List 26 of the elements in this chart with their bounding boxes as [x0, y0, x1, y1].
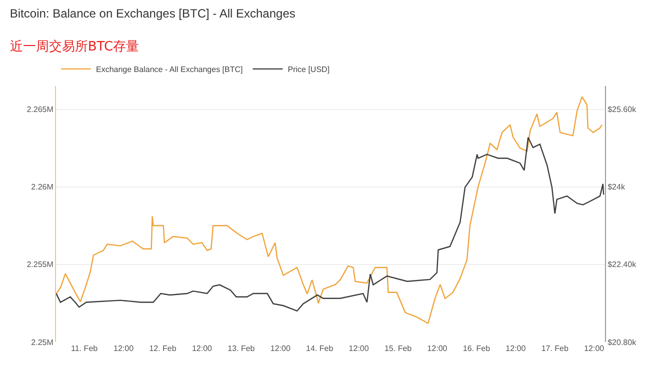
- x-tick-label: 12:00: [348, 344, 370, 353]
- x-tick-label: 15. Feb: [384, 344, 412, 353]
- x-tick-label: 12:00: [270, 344, 291, 353]
- x-tick-label: 13. Feb: [228, 344, 256, 353]
- y2-tick-label: $22.40k: [608, 260, 638, 270]
- y2-tick-label: $24k: [608, 182, 626, 192]
- x-tick-label: 12:00: [506, 344, 526, 353]
- x-tick-label: 12. Feb: [149, 344, 177, 353]
- chart-title: Bitcoin: Balance on Exchanges [BTC] - All Exchanges: [10, 6, 296, 21]
- y-tick-label: 2.26M: [31, 182, 54, 192]
- y2-tick-label: $20.80k: [608, 338, 638, 347]
- chart-subtitle: 近一周交易所BTC存量: [10, 38, 140, 55]
- x-tick-label: 17. Feb: [541, 344, 569, 353]
- legend-label: Price [USD]: [288, 65, 330, 74]
- x-tick-label: 12:00: [114, 344, 134, 353]
- x-tick-label: 12:00: [584, 344, 605, 353]
- x-tick-label: 16. Feb: [462, 344, 491, 353]
- y2-tick-label: $25.60k: [608, 105, 638, 114]
- x-tick-label: 14. Feb: [306, 344, 334, 353]
- y-tick-label: 2.265M: [26, 105, 54, 114]
- legend-label: Exchange Balance - All Exchanges [BTC]: [96, 65, 243, 74]
- x-tick-label: 12:00: [192, 344, 213, 353]
- x-tick-label: 12:00: [427, 344, 448, 353]
- x-tick-label: 11. Feb: [71, 344, 98, 353]
- y-tick-label: 2.25M: [31, 338, 54, 347]
- y-tick-label: 2.255M: [26, 260, 54, 270]
